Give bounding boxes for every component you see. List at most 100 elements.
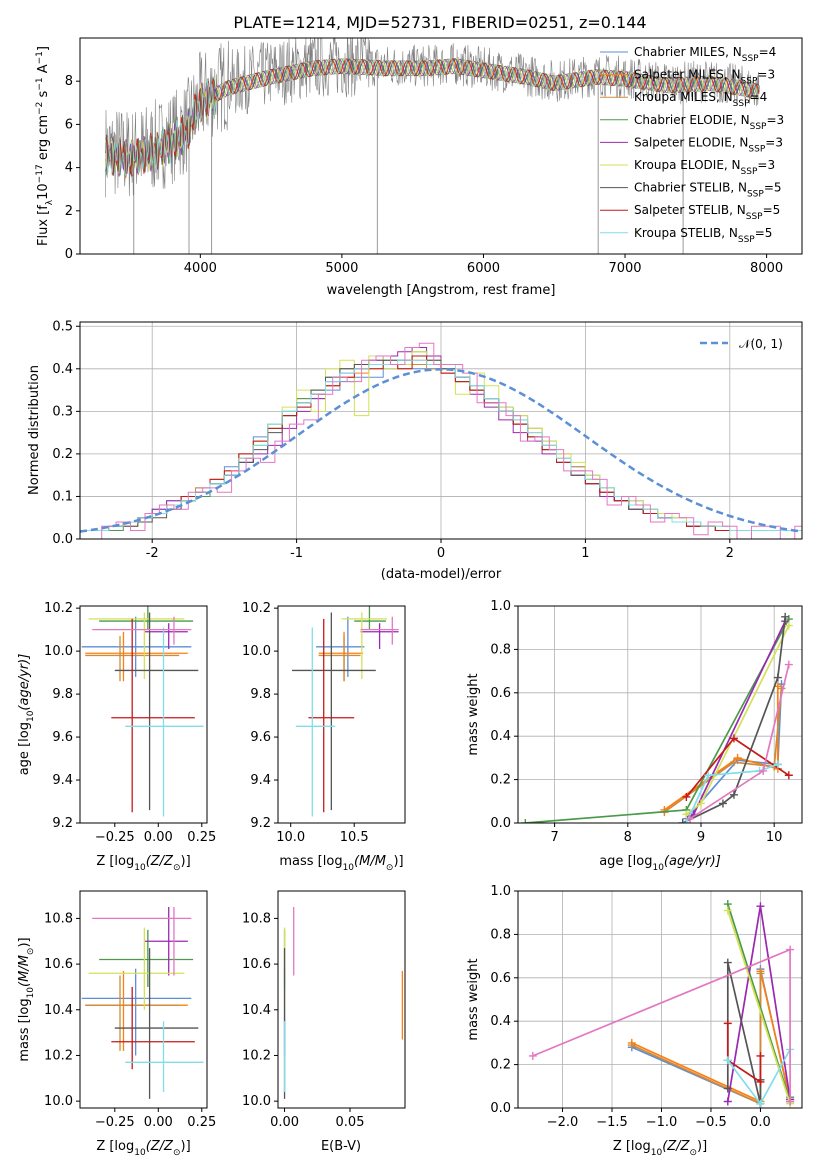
weight-marker (756, 1099, 765, 1108)
y-tick-label: 9.2 (250, 816, 271, 831)
x-tick-label: -2 (146, 546, 159, 561)
x-axis-label: (data-model)/error (381, 567, 502, 582)
weight-marker (781, 612, 790, 621)
legend-label: Chabrier STELIB, NSSP=5 (634, 181, 782, 200)
y-tick-label: 0.2 (52, 447, 73, 462)
legend-label: Kroupa STELIB, NSSP=5 (634, 226, 772, 245)
y-tick-label: 9.6 (250, 730, 271, 745)
weight-marker (733, 753, 742, 762)
y-axis-label: mass weight (466, 673, 481, 755)
weight-marker (521, 819, 530, 823)
x-tick-label: 9 (697, 830, 705, 845)
y-axis-label: mass [log10(M/M⊙)] (17, 937, 36, 1061)
weight-line (663, 686, 779, 811)
y-tick-label: 10.0 (242, 644, 271, 659)
axes-frame (277, 605, 406, 824)
x-axis-label: Z [log10(Z/Z⊙)] (96, 854, 190, 873)
axes-frame (79, 605, 208, 824)
y-tick-label: 0.0 (490, 1101, 511, 1116)
axes-frame (79, 890, 208, 1109)
y-tick-label: 0.0 (52, 532, 73, 547)
error-bars (81, 906, 204, 1099)
histogram-step (87, 342, 802, 539)
weight-marker (627, 1041, 636, 1050)
axes-frame (517, 890, 803, 1109)
weight-marker (729, 790, 738, 799)
error-bars (291, 606, 399, 817)
normal-curve (80, 368, 802, 533)
mass-vs-metallicity-panel: −0.25 0.00 0.25 10.0 10.2 10.4 10.6 10.8 Z [log1… (17, 890, 216, 1158)
weight-marker (729, 758, 738, 767)
y-tick-label: 10.2 (242, 1048, 271, 1063)
weight-marker (723, 906, 732, 915)
x-tick-label: −1.0 (646, 1115, 678, 1130)
histogram-lines (80, 342, 802, 539)
y-tick-label: 0.4 (490, 729, 511, 744)
y-tick-label: 10.8 (44, 911, 73, 926)
legend-label: Kroupa ELODIE, NSSP=3 (634, 158, 775, 177)
weight-line (726, 1023, 762, 1084)
y-tick-label: 0.8 (490, 927, 511, 942)
legend-label: Kroupa MILES, NSSP=4 (634, 90, 767, 109)
histogram-step (80, 359, 802, 531)
weight-lines (528, 900, 795, 1108)
y-tick-label: 9.4 (52, 773, 73, 788)
y-tick-label: 0.1 (52, 489, 73, 504)
y-tick-label: 0.3 (52, 404, 73, 419)
y-tick-label: 8 (65, 74, 73, 89)
weight-marker (723, 1056, 732, 1065)
mass-vs-ebv-panel: 0.00 0.05 10.0 10.2 10.4 10.6 10.8 E(B-V) (242, 890, 406, 1154)
y-tick-label: 0.5 (52, 319, 73, 334)
y-tick-label: 0.6 (490, 971, 511, 986)
x-tick-label: −2.0 (547, 1115, 579, 1130)
x-tick-label: 8 (624, 830, 632, 845)
x-axis-label: Z [log10(Z/Z⊙)] (613, 1139, 707, 1158)
y-axis-label: Flux [fλ10−17 erg cm−2 s−1 A−1] (35, 46, 55, 246)
x-tick-label: 0.0 (750, 1115, 771, 1130)
residuals-panel: -2 -1 0 1 2 0.0 0.1 0.2 0.3 0.4 0.5 (data-model)/er… (27, 319, 803, 582)
y-tick-label: 10.2 (44, 601, 73, 616)
axes-frame (277, 890, 406, 1109)
spectrum-lines (105, 38, 760, 254)
weight-vs-age-panel: 7 8 9 10 0.0 0.2 0.4 0.6 0.8 1.0 age [log10(age/yr… (466, 599, 803, 873)
y-tick-label: 9.2 (52, 816, 73, 831)
weight-marker (786, 1097, 795, 1106)
x-tick-label: 0 (437, 546, 445, 561)
weight-marker (784, 771, 793, 780)
y-tick-label: 10.6 (242, 957, 271, 972)
weight-marker (696, 799, 705, 808)
y-tick-label: 10.0 (44, 1094, 73, 1109)
weight-marker (773, 673, 782, 682)
model-spectrum-line (105, 58, 760, 177)
weight-marker (756, 1051, 765, 1060)
weight-vs-metallicity-panel: −2.0 −1.5 −1.0 −0.5 0.0 0.0 0.2 0.4 0.6 0.8 1.0 Z [… (466, 884, 803, 1158)
y-tick-label: 1.0 (490, 599, 511, 614)
weight-marker (682, 792, 691, 801)
y-tick-label: 10.2 (44, 1048, 73, 1063)
y-tick-label: 0.2 (490, 773, 511, 788)
weight-marker (678, 819, 687, 823)
x-tick-label: −0.5 (695, 1115, 727, 1130)
x-tick-label: 7000 (608, 261, 641, 276)
age-vs-mass-panel: 10.0 10.5 9.2 9.4 9.6 9.8 10.0 10.2 mass [log10(… (242, 601, 406, 873)
y-tick-label: 9.8 (52, 687, 73, 702)
model-spectrum-line (105, 58, 760, 176)
legend-label: 𝒩(0, 1) (739, 337, 783, 351)
x-axis-label: mass [log10(M/M⊙)] (279, 854, 403, 873)
weight-marker (756, 1077, 765, 1086)
y-tick-label: 10.4 (242, 1003, 271, 1018)
weight-line (685, 684, 783, 820)
weight-marker (686, 814, 695, 823)
weight-marker (759, 766, 768, 775)
x-tick-label: 2 (726, 546, 734, 561)
y-tick-label: 10.6 (44, 957, 73, 972)
y-tick-label: 10.4 (44, 1003, 73, 1018)
axes-frame (79, 321, 803, 540)
x-tick-label: 0.00 (144, 1115, 173, 1130)
x-tick-label: 8000 (750, 261, 783, 276)
weight-line (631, 973, 762, 1106)
x-tick-label: 0.25 (187, 1115, 216, 1130)
weight-marker (784, 621, 793, 630)
y-tick-label: 0.6 (490, 686, 511, 701)
x-tick-label: −0.25 (95, 1115, 135, 1130)
